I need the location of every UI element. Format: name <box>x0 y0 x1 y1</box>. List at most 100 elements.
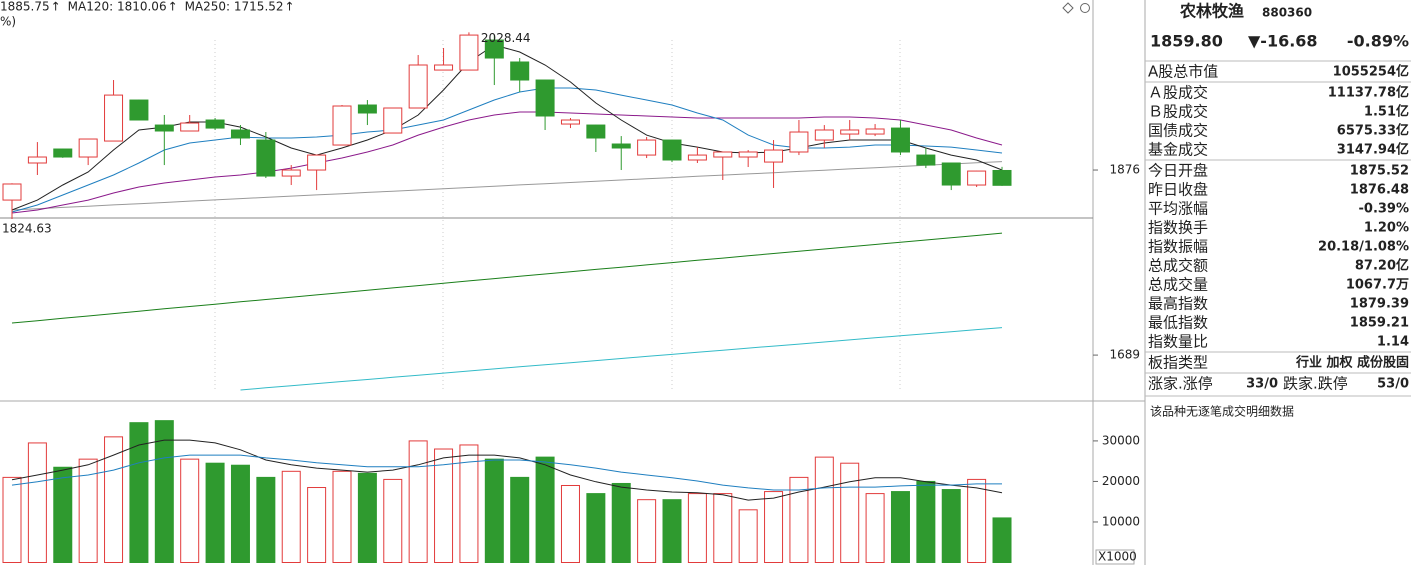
candle-body <box>637 139 657 156</box>
candle-body <box>814 129 834 141</box>
unit-box <box>1095 549 1135 565</box>
ma-line <box>11 454 1002 491</box>
stat-label: Ａ股成交 <box>1148 84 1208 102</box>
stat-label: 指数振幅 <box>1148 238 1208 256</box>
volume-bar <box>27 442 47 563</box>
legend-arrow: ↑ <box>51 0 61 14</box>
candle-body <box>484 39 504 59</box>
breadth-label: 跌家.跌停 <box>1283 375 1348 393</box>
stat-value: 1067.7万 <box>1346 278 1409 293</box>
high-label: 2028.44 <box>481 31 531 45</box>
candle-body <box>307 154 327 171</box>
volume-bar <box>383 478 403 563</box>
stat-value: 6575.33亿 <box>1337 123 1409 139</box>
low-label: 1824.63 <box>2 221 52 235</box>
change: ▼-16.68 <box>1248 32 1318 51</box>
volume-bar <box>230 464 250 563</box>
legend-entry: MA250: 1715.52 <box>185 0 284 14</box>
stat-value: 1055254亿 <box>1333 64 1409 80</box>
volume-bar <box>2 476 22 563</box>
volume-bar <box>459 444 479 564</box>
ma-line <box>11 439 1003 501</box>
volume-bar <box>535 456 555 563</box>
candle-body <box>332 105 352 146</box>
ma-line <box>11 44 1003 211</box>
volume-bar <box>865 493 885 563</box>
stat-label: 昨日收盘 <box>1148 181 1208 199</box>
volume-bar <box>967 478 987 563</box>
stat-value: 1859.21 <box>1350 316 1409 331</box>
volume-bar <box>560 484 580 564</box>
candle-body <box>865 128 885 135</box>
y-tick-label: 10000 <box>1102 514 1140 528</box>
stat-value: 20.18/1.08% <box>1318 240 1409 255</box>
stat-value: -0.39% <box>1359 202 1410 217</box>
volume-bar <box>637 499 657 564</box>
volume-bar <box>180 458 200 564</box>
volume-bar <box>256 476 276 563</box>
stat-label: 总成交额 <box>1148 257 1208 275</box>
volume-bar <box>992 517 1012 564</box>
candle-body <box>611 143 631 149</box>
candle-body <box>434 64 454 71</box>
stat-label: A股总市值 <box>1148 63 1218 81</box>
stat-label: 最高指数 <box>1148 295 1208 313</box>
candle-body <box>27 156 47 164</box>
stat-label: 总成交量 <box>1148 276 1208 294</box>
candle-body <box>586 124 606 139</box>
candle-body <box>129 99 149 121</box>
volume-bar <box>332 470 352 564</box>
volume-bar <box>205 462 225 563</box>
index-name: 农林牧渔 <box>1179 2 1244 21</box>
volume-bar <box>713 493 733 563</box>
stat-label: 指数换手 <box>1148 219 1208 237</box>
candle-body <box>104 94 124 142</box>
candle-body <box>560 119 580 125</box>
breadth-label: 涨家.涨停 <box>1148 375 1213 393</box>
volume-bar <box>357 472 377 564</box>
circle-icon[interactable] <box>1080 3 1090 13</box>
volume-bar <box>890 491 910 563</box>
candle-body <box>154 124 174 132</box>
stat-value: 1876.48 <box>1350 183 1409 198</box>
candle-body <box>941 162 961 186</box>
candle-body <box>890 127 910 153</box>
candle-body <box>713 151 733 158</box>
candle-body <box>357 104 377 114</box>
stat-value: 87.20亿 <box>1355 258 1409 274</box>
stat-value: 1875.52 <box>1350 164 1409 179</box>
candle-body <box>662 139 682 161</box>
ma-line <box>240 327 1003 391</box>
candle-body <box>459 34 479 71</box>
candle-body <box>256 139 276 177</box>
candle-body <box>78 138 98 158</box>
candle-body <box>967 170 987 186</box>
stat-label: Ｂ股成交 <box>1148 103 1208 121</box>
change-pct: -0.89% <box>1347 32 1409 51</box>
volume-bar <box>662 499 682 564</box>
note: 该品种无逐笔成交明细数据 <box>1150 404 1294 419</box>
ma-line <box>11 87 1003 213</box>
volume-bar <box>484 458 504 564</box>
candle-body <box>230 129 250 139</box>
candle-body <box>510 61 530 81</box>
volume-bar <box>789 476 809 563</box>
ma-line <box>11 232 1003 324</box>
candle-body <box>687 154 707 161</box>
volume-bar <box>764 491 784 563</box>
breadth-value: 53/0 <box>1377 377 1409 392</box>
candle-body <box>408 64 428 109</box>
volume-bar <box>916 480 936 563</box>
candle-body <box>789 131 809 153</box>
volume-bar <box>586 493 606 563</box>
stat-value: 行业 加权 成份股固 <box>1295 355 1409 371</box>
candle-body <box>738 151 758 158</box>
stat-label: 最低指数 <box>1148 314 1208 332</box>
candle-body <box>916 154 936 166</box>
volume-bar <box>53 466 73 563</box>
candle-body <box>281 169 301 177</box>
breadth-value: 33/0 <box>1246 377 1278 392</box>
diamond-icon[interactable] <box>1062 2 1074 14</box>
volume-bar <box>104 436 124 563</box>
stat-label: 板指类型 <box>1148 354 1208 372</box>
